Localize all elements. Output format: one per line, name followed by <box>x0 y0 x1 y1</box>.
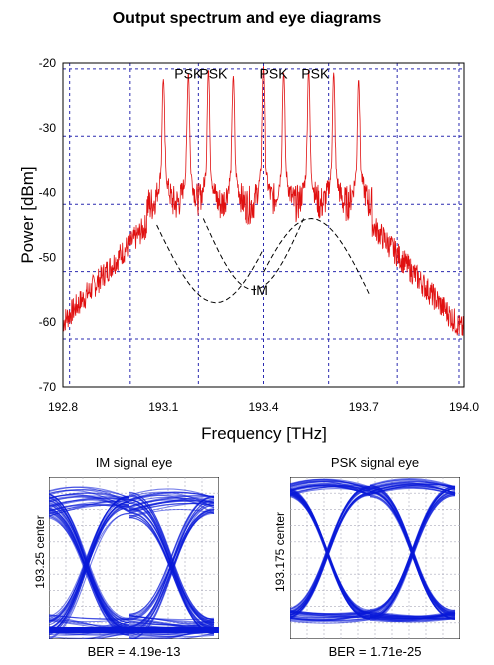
x-tick-label: 193.1 <box>148 400 178 414</box>
y-axis-label: Power [dBm] <box>18 166 37 264</box>
y-tick-label: -50 <box>39 250 57 264</box>
im-eye-ber: BER = 4.19e-13 <box>87 644 181 659</box>
y-tick-label: -40 <box>39 186 57 200</box>
spectrum-chart: 192.8 193.1 193.4 193.7 194.0 -20 -30 -40 -50 -60… <box>39 56 480 414</box>
psk-eye-ber: BER = 1.71e-25 <box>328 644 422 659</box>
psk-eye-diagram <box>290 477 460 639</box>
x-axis-label: Frequency [THz] <box>201 424 327 443</box>
spectrum-grid <box>63 63 464 387</box>
psk-eye-title: PSK signal eye <box>330 455 420 470</box>
x-tick-label: 194.0 <box>449 400 479 414</box>
im-envelope-curve <box>263 217 371 297</box>
eye-traces <box>290 478 456 624</box>
eye-traces <box>49 486 219 639</box>
y-tick-label: -20 <box>39 56 57 70</box>
im-envelope-curve <box>156 224 264 304</box>
im-envelope-dashed <box>156 217 371 304</box>
psk-eye-ylabel: 193.175 center <box>273 511 287 593</box>
psk-label: PSK <box>199 66 228 82</box>
spectrum-trace <box>62 66 464 336</box>
spectrum-ticks: 192.8 193.1 193.4 193.7 194.0 -20 -30 -40 -50 -60… <box>39 56 480 414</box>
x-tick-label: 193.4 <box>248 400 278 414</box>
eye-zero-rail <box>49 627 219 633</box>
im-eye-diagram <box>49 477 219 639</box>
x-tick-label: 193.7 <box>349 400 379 414</box>
spectrum-line <box>62 66 464 336</box>
y-tick-label: -60 <box>39 315 57 329</box>
figure-title: Output spectrum and eye diagrams <box>112 10 382 27</box>
psk-label: PSK <box>174 66 203 82</box>
im-envelope-curve <box>202 218 305 291</box>
im-label: IM <box>252 282 268 298</box>
psk-label: PSK <box>260 66 289 82</box>
im-eye-title: IM signal eye <box>95 455 173 470</box>
im-eye-ylabel: 193.25 center <box>33 515 47 589</box>
psk-label: PSK <box>301 66 330 82</box>
spectrum-plot-frame <box>62 62 465 388</box>
y-tick-label: -30 <box>39 121 57 135</box>
x-tick-label: 192.8 <box>48 400 78 414</box>
y-tick-label: -70 <box>39 380 57 394</box>
